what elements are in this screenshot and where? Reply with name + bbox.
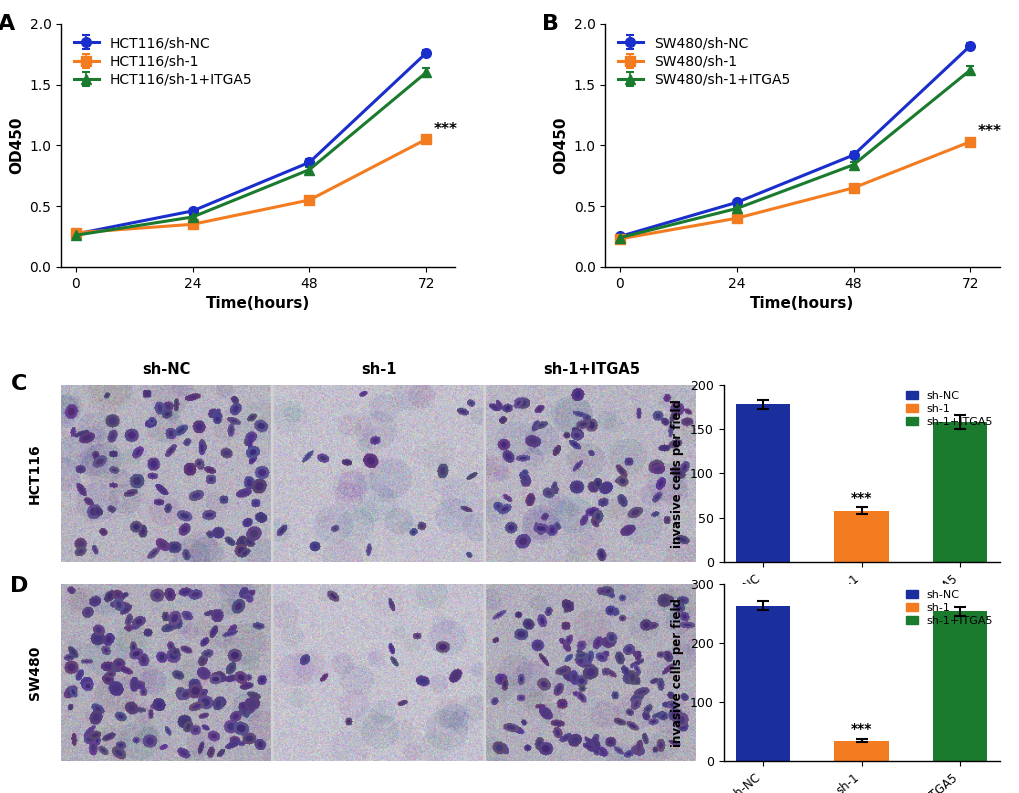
- Text: HCT116: HCT116: [29, 443, 42, 504]
- Bar: [834, 511, 888, 562]
- Legend: sh-NC, sh-1, sh-1+ITGA5: sh-NC, sh-1, sh-1+ITGA5: [901, 387, 997, 431]
- Text: ***: ***: [433, 122, 458, 137]
- Text: sh-NC: sh-NC: [142, 362, 191, 377]
- Y-axis label: OD450: OD450: [552, 117, 568, 174]
- Bar: [736, 404, 790, 562]
- Text: ***: ***: [850, 722, 871, 737]
- Text: sh-1+ITGA5: sh-1+ITGA5: [542, 362, 639, 377]
- Legend: SW480/sh-NC, SW480/sh-1, SW480/sh-1+ITGA5: SW480/sh-NC, SW480/sh-1, SW480/sh-1+ITGA…: [611, 31, 795, 92]
- Y-axis label: invasive cells per field: invasive cells per field: [671, 598, 684, 747]
- Legend: HCT116/sh-NC, HCT116/sh-1, HCT116/sh-1+ITGA5: HCT116/sh-NC, HCT116/sh-1, HCT116/sh-1+I…: [68, 31, 258, 92]
- Text: SW480: SW480: [29, 646, 42, 699]
- Bar: [834, 741, 888, 761]
- X-axis label: Time(hours): Time(hours): [206, 296, 310, 311]
- Legend: sh-NC, sh-1, sh-1+ITGA5: sh-NC, sh-1, sh-1+ITGA5: [901, 586, 997, 630]
- Text: sh-1: sh-1: [361, 362, 396, 377]
- Bar: [932, 422, 986, 562]
- Text: D: D: [10, 577, 29, 596]
- Y-axis label: OD450: OD450: [9, 117, 23, 174]
- Bar: [736, 606, 790, 761]
- Text: B: B: [542, 14, 558, 34]
- Text: ***: ***: [977, 125, 1001, 140]
- Y-axis label: invasive cells per field: invasive cells per field: [671, 399, 684, 548]
- Text: C: C: [10, 374, 26, 394]
- Text: A: A: [0, 14, 15, 34]
- X-axis label: Time(hours): Time(hours): [750, 296, 854, 311]
- Bar: [932, 611, 986, 761]
- Text: ***: ***: [850, 491, 871, 504]
